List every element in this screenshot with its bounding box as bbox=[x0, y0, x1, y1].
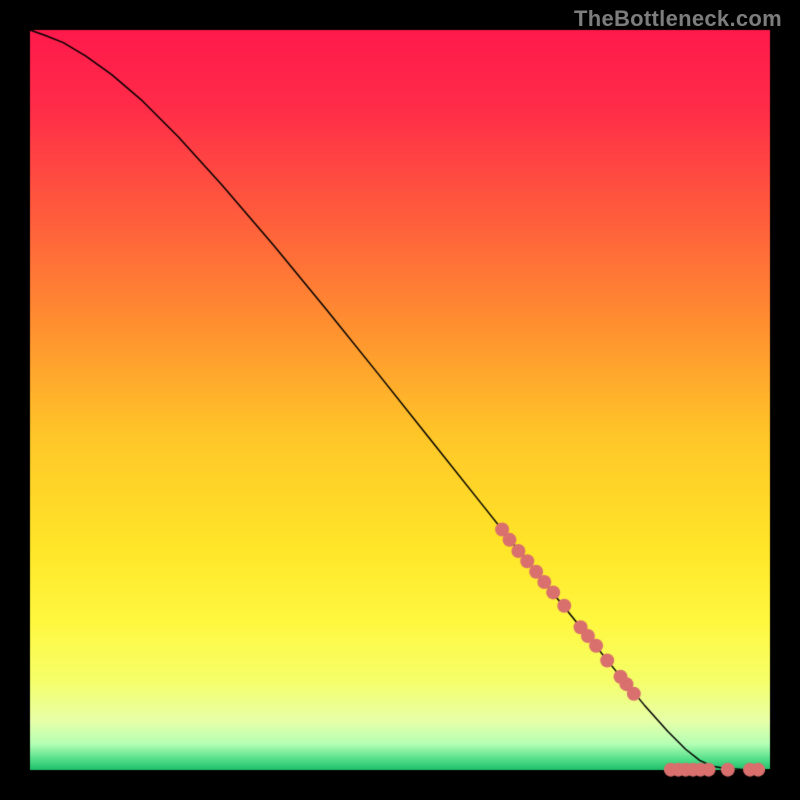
bottleneck-chart-canvas bbox=[0, 0, 800, 800]
watermark-text: TheBottleneck.com bbox=[574, 6, 782, 32]
